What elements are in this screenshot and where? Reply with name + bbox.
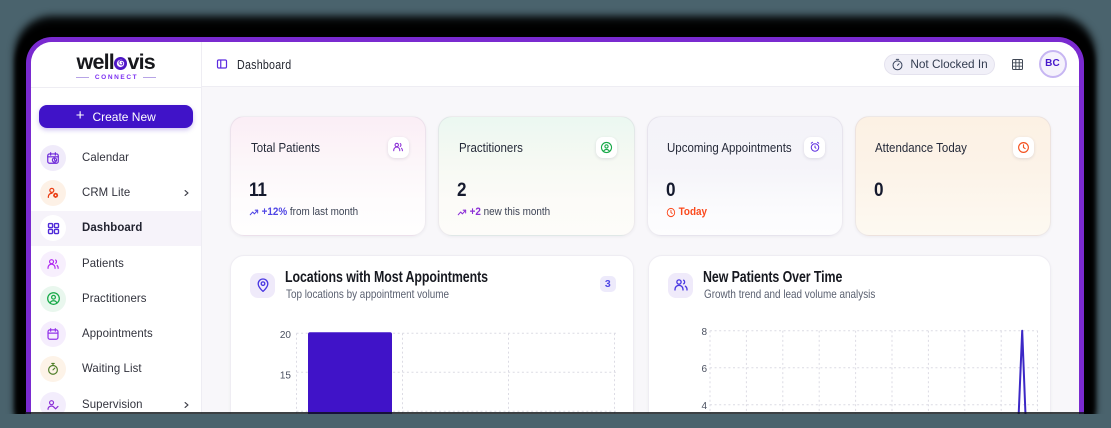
svg-text:6: 6: [701, 364, 707, 375]
svg-text:15: 15: [280, 371, 292, 382]
svg-text:8: 8: [701, 327, 707, 338]
svg-text:20: 20: [280, 330, 292, 341]
svg-text:4: 4: [701, 401, 707, 412]
